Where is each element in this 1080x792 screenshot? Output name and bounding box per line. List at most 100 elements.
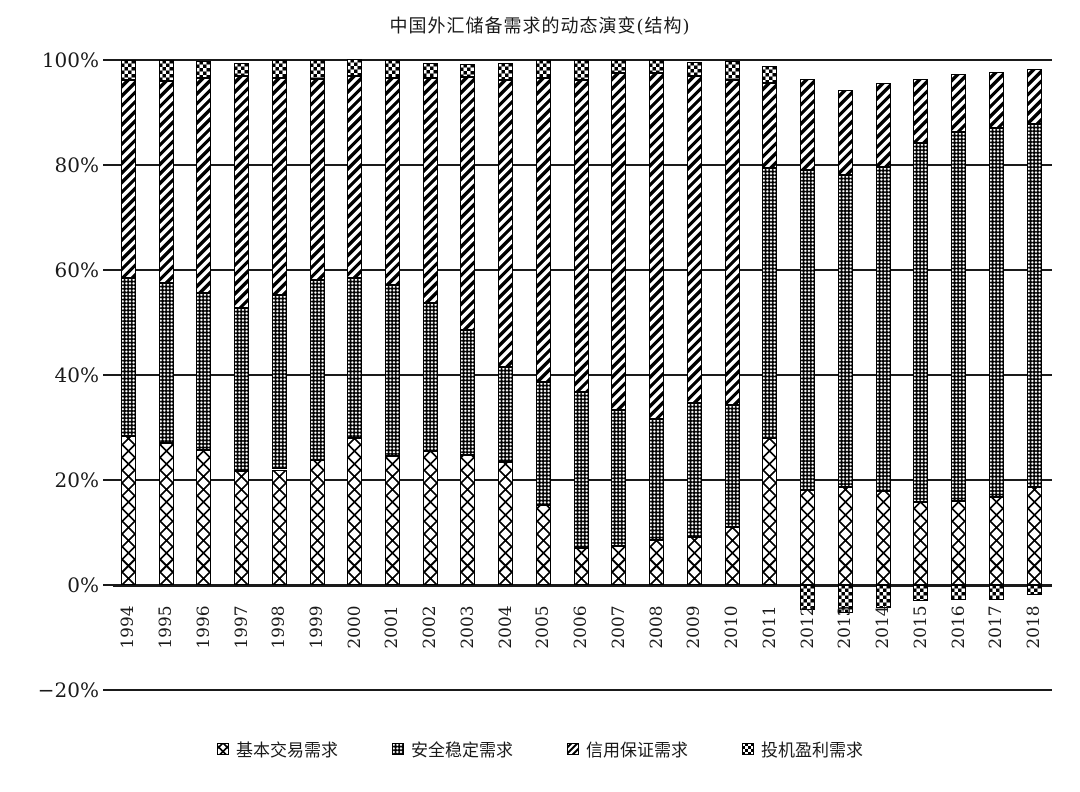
bar-segment-security-2006 xyxy=(573,391,589,549)
y-axis-label: 0% xyxy=(67,573,99,597)
bar-segment-basic-2012 xyxy=(800,489,816,585)
bar-segment-credit-2012 xyxy=(800,79,816,171)
bar-segment-spec-2000 xyxy=(347,58,363,76)
x-axis-label-2002: 2002 xyxy=(420,605,441,649)
bar-segment-spec-2008 xyxy=(649,60,665,74)
x-axis-label-1999: 1999 xyxy=(307,605,327,649)
bar-segment-basic-2001 xyxy=(384,456,400,585)
bar-segment-security-1997 xyxy=(234,308,250,472)
bar-segment-security-2007 xyxy=(611,410,627,547)
bar-segment-security-2016 xyxy=(951,131,967,501)
x-axis-label-2018: 2018 xyxy=(1024,605,1045,649)
gridline-0 xyxy=(113,583,1052,587)
x-axis-label-2003: 2003 xyxy=(457,605,478,649)
bar-segment-credit-1998 xyxy=(271,77,287,296)
bar-segment-basic-1995 xyxy=(158,443,174,585)
x-axis-label-2011: 2011 xyxy=(759,605,780,649)
bar-segment-credit-1997 xyxy=(234,75,250,309)
bar-segment-spec-2012 xyxy=(800,585,816,610)
bar-segment-security-2013 xyxy=(837,174,853,487)
y-axis-label: 80% xyxy=(54,153,99,177)
bar-segment-basic-2000 xyxy=(347,438,363,585)
bar-segment-basic-2007 xyxy=(611,546,627,585)
bar-segment-credit-2005 xyxy=(535,78,551,382)
bar-segment-basic-2018 xyxy=(1026,486,1042,585)
bar-segment-security-1994 xyxy=(120,278,136,437)
legend-label: 安全稳定需求 xyxy=(411,741,513,761)
legend-label: 投机盈利需求 xyxy=(761,741,863,761)
y-axis-tick xyxy=(103,164,113,166)
bar-segment-spec-2015 xyxy=(913,585,929,602)
bar-segment-credit-2018 xyxy=(1026,69,1042,124)
bar-segment-basic-2010 xyxy=(724,526,740,585)
gridline--20 xyxy=(113,689,1052,691)
bar-segment-security-1999 xyxy=(309,279,325,460)
bar-segment-spec-2011 xyxy=(762,66,778,84)
bar-segment-credit-2004 xyxy=(498,80,514,367)
y-axis-label: 40% xyxy=(54,363,99,387)
bar-segment-credit-2007 xyxy=(611,73,627,411)
y-axis-tick xyxy=(103,59,113,61)
bar-segment-spec-1999 xyxy=(309,60,325,79)
x-axis-label-2015: 2015 xyxy=(910,605,931,649)
bar-segment-credit-2009 xyxy=(686,76,702,404)
x-axis-label-1995: 1995 xyxy=(156,605,177,649)
x-axis-label-2000: 2000 xyxy=(344,605,365,649)
x-axis-label-2008: 2008 xyxy=(646,605,667,649)
bar-segment-basic-2008 xyxy=(649,539,665,585)
bar-segment-security-2018 xyxy=(1026,123,1042,487)
bar-segment-security-1998 xyxy=(271,295,287,470)
bar-segment-basic-1997 xyxy=(234,471,250,585)
bar-segment-spec-2009 xyxy=(686,61,702,77)
bar-segment-credit-2000 xyxy=(347,75,363,279)
bar-segment-security-2003 xyxy=(460,329,476,455)
bar-segment-spec-2014 xyxy=(875,585,891,609)
legend-label: 基本交易需求 xyxy=(236,741,338,761)
x-axis-label-1996: 1996 xyxy=(193,605,214,649)
bar-segment-basic-1998 xyxy=(271,469,287,585)
legend-item-security: 安全稳定需求 xyxy=(392,736,513,761)
bar-segment-basic-2002 xyxy=(422,451,438,585)
bar-segment-spec-2016 xyxy=(951,585,967,600)
bar-segment-spec-2005 xyxy=(535,60,551,79)
bar-segment-basic-2015 xyxy=(913,501,929,585)
bar-segment-spec-2018 xyxy=(1026,585,1042,595)
bar-segment-spec-2002 xyxy=(422,62,438,79)
bar-segment-spec-1994 xyxy=(120,60,136,80)
bar-segment-basic-1999 xyxy=(309,459,325,585)
bar-segment-basic-2017 xyxy=(988,496,1004,585)
bar-segment-security-1995 xyxy=(158,283,174,444)
x-axis-label-2017: 2017 xyxy=(986,605,1007,649)
x-axis-label-2001: 2001 xyxy=(382,605,403,649)
y-axis-tick xyxy=(103,269,113,271)
bar-segment-spec-2004 xyxy=(498,63,514,81)
bar-segment-basic-2016 xyxy=(951,501,967,585)
bar-segment-spec-2003 xyxy=(460,64,476,78)
bar-segment-spec-1997 xyxy=(234,62,250,76)
x-axis-label-2016: 2016 xyxy=(948,605,969,649)
bar-segment-basic-2005 xyxy=(535,505,551,585)
bar-segment-credit-1994 xyxy=(120,79,136,279)
bar-segment-basic-2009 xyxy=(686,536,702,585)
bar-segment-credit-2013 xyxy=(837,89,853,175)
y-axis-label: 100% xyxy=(41,48,99,72)
bar-segment-security-2008 xyxy=(649,418,665,540)
bar-segment-credit-2008 xyxy=(649,73,665,419)
bar-segment-basic-1994 xyxy=(120,436,136,585)
bar-segment-security-2000 xyxy=(347,278,363,438)
y-axis-label: 20% xyxy=(54,468,99,492)
bar-segment-basic-2013 xyxy=(837,486,853,585)
x-axis-label-2012: 2012 xyxy=(797,605,818,649)
bar-segment-security-2004 xyxy=(498,366,514,462)
bar-segment-security-2009 xyxy=(686,403,702,537)
legend-item-basic: 基本交易需求 xyxy=(217,736,338,761)
bar-segment-credit-2002 xyxy=(422,78,438,303)
bar-segment-spec-1995 xyxy=(158,60,174,81)
x-axis-label-2004: 2004 xyxy=(495,605,516,649)
bar-segment-credit-2001 xyxy=(384,78,400,286)
x-axis-label-2013: 2013 xyxy=(835,605,856,649)
legend-marker-spec-icon xyxy=(742,742,754,755)
bar-segment-spec-1996 xyxy=(196,61,212,78)
bar-segment-security-2002 xyxy=(422,302,438,452)
legend-marker-credit-icon xyxy=(567,742,579,755)
